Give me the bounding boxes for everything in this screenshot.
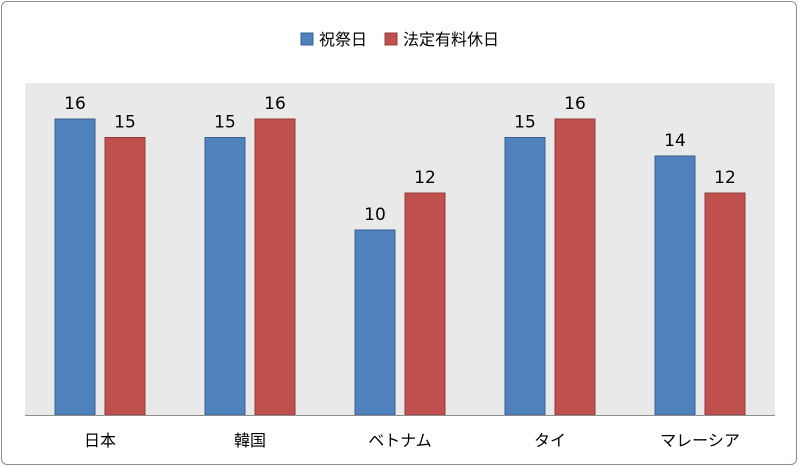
data-label-3-0: 15 [514,113,536,133]
legend-label-0: 祝祭日 [319,30,367,49]
x-tick-label-2: ベトナム [368,431,432,450]
data-label-1-1: 16 [264,94,286,114]
bar-3-0 [504,137,546,416]
data-labels: 16 15 15 16 10 12 15 16 14 12 [64,94,736,225]
bar-2-0 [354,229,396,416]
x-tick-label-3: タイ [534,431,566,450]
data-label-4-1: 12 [714,168,736,188]
legend-label-1: 法定有料休日 [403,30,499,49]
x-tick-label-0: 日本 [84,431,116,450]
data-label-3-1: 16 [564,94,586,114]
bar-4-0 [654,155,696,416]
legend-swatch-0 [300,32,314,46]
data-label-4-0: 14 [664,131,686,151]
data-label-2-0: 10 [364,205,386,225]
legend-swatch-1 [384,32,398,46]
data-label-0-0: 16 [64,94,86,114]
bar-0-1 [104,137,146,416]
data-label-1-0: 15 [214,113,236,133]
bar-1-1 [254,118,296,416]
bar-0-0 [54,118,96,416]
bar-3-1 [554,118,596,416]
bar-2-1 [404,192,446,416]
bars [54,118,746,416]
bar-4-1 [704,192,746,416]
plot-area [25,83,775,415]
legend: 祝祭日 法定有料休日 [300,30,499,49]
x-tick-label-1: 韓国 [234,431,266,450]
bar-1-0 [204,137,246,416]
x-tick-label-4: マレーシア [660,431,740,450]
data-label-2-1: 12 [414,168,436,188]
data-label-0-1: 15 [114,113,136,133]
x-axis-tick-labels: 日本 韓国 ベトナム タイ マレーシア [84,431,740,450]
